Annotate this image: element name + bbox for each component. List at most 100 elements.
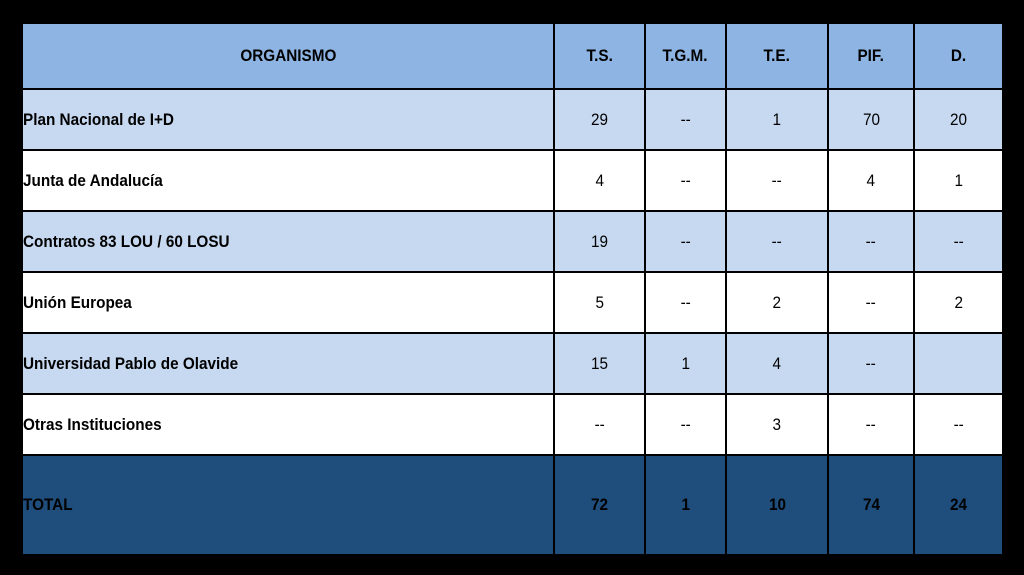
cell-value: -- xyxy=(644,210,727,273)
cell-value: -- xyxy=(644,149,727,212)
row-label: Plan Nacional de I+D xyxy=(21,88,555,151)
cell-value: 1 xyxy=(644,332,727,395)
row-label-text: Plan Nacional de I+D xyxy=(23,109,174,129)
cell-value: -- xyxy=(644,271,727,334)
cell-value: 19 xyxy=(553,210,646,273)
cell-text: -- xyxy=(680,414,691,434)
cell-text: 15 xyxy=(590,353,609,373)
table-row: Universidad Pablo de Olavide 15 1 4 -- xyxy=(21,332,1004,395)
table-row: Junta de Andalucía 4 -- -- 4 1 xyxy=(21,149,1004,212)
cell-text: -- xyxy=(865,414,877,434)
cell-text: 3 xyxy=(772,414,782,434)
total-value: 74 xyxy=(827,454,915,556)
cell-text: 74 xyxy=(862,495,880,514)
total-value: 72 xyxy=(553,454,646,556)
column-header-label: ORGANISMO xyxy=(239,46,337,65)
cell-text: -- xyxy=(953,231,964,251)
cell-text: -- xyxy=(680,170,691,190)
column-header-organismo: ORGANISMO xyxy=(21,22,555,90)
row-label-text: Contratos 83 LOU / 60 LOSU xyxy=(23,231,230,251)
total-label: TOTAL xyxy=(21,454,555,556)
cell-value: -- xyxy=(827,210,915,273)
cell-text: 70 xyxy=(862,109,880,129)
cell-text: -- xyxy=(865,353,877,373)
cell-text: 4 xyxy=(772,353,782,373)
cell-text: 20 xyxy=(949,109,968,129)
cell-value: -- xyxy=(827,271,915,334)
table-row: Plan Nacional de I+D 29 -- 1 70 20 xyxy=(21,88,1004,151)
column-header-label: D. xyxy=(950,46,967,65)
column-header-label: T.G.M. xyxy=(662,46,709,65)
cell-value: 15 xyxy=(553,332,646,395)
table-header: ORGANISMO T.S. T.G.M. T.E. PIF. D. xyxy=(21,22,1004,90)
cell-text: 5 xyxy=(595,292,604,312)
row-label-text: Universidad Pablo de Olavide xyxy=(23,353,239,373)
cell-text: 1 xyxy=(681,495,690,514)
cell-value: 29 xyxy=(553,88,646,151)
cell-value: -- xyxy=(644,393,727,456)
column-header-pif: PIF. xyxy=(827,22,915,90)
cell-text: 1 xyxy=(772,109,782,129)
total-value: 1 xyxy=(644,454,727,556)
column-header-label: T.E. xyxy=(763,46,791,65)
cell-value: 3 xyxy=(725,393,829,456)
cell-value: -- xyxy=(913,393,1004,456)
cell-text: 4 xyxy=(866,170,876,190)
row-label: Otras Instituciones xyxy=(21,393,555,456)
row-label: Junta de Andalucía xyxy=(21,149,555,212)
cell-text: 29 xyxy=(590,109,609,129)
cell-value: 4 xyxy=(553,149,646,212)
column-header-label: PIF. xyxy=(857,46,885,65)
cell-value: 4 xyxy=(725,332,829,395)
row-label-text: Junta de Andalucía xyxy=(23,170,163,190)
cell-text: -- xyxy=(771,170,783,190)
cell-text: 1 xyxy=(954,170,963,190)
cell-value: 1 xyxy=(913,149,1004,212)
cell-text: 24 xyxy=(949,495,968,514)
row-label: Contratos 83 LOU / 60 LOSU xyxy=(21,210,555,273)
column-header-tgm: T.G.M. xyxy=(644,22,727,90)
cell-value: 2 xyxy=(725,271,829,334)
cell-text: -- xyxy=(680,292,691,312)
total-row: TOTAL 72 1 10 74 24 xyxy=(21,454,1004,556)
column-header-label: T.S. xyxy=(586,46,613,65)
header-row: ORGANISMO T.S. T.G.M. T.E. PIF. D. xyxy=(21,22,1004,90)
column-header-te: T.E. xyxy=(725,22,829,90)
row-label: Universidad Pablo de Olavide xyxy=(21,332,555,395)
cell-text: 1 xyxy=(681,353,690,373)
cell-text: 19 xyxy=(590,231,609,251)
column-header-ts: T.S. xyxy=(553,22,646,90)
organismo-data-table: ORGANISMO T.S. T.G.M. T.E. PIF. D. Plan … xyxy=(21,22,1004,556)
table-row: Unión Europea 5 -- 2 -- 2 xyxy=(21,271,1004,334)
cell-text: 2 xyxy=(772,292,782,312)
row-label-text: Unión Europea xyxy=(23,292,132,312)
cell-text: -- xyxy=(680,231,691,251)
cell-value: -- xyxy=(913,210,1004,273)
cell-text: 72 xyxy=(590,495,609,514)
cell-text: 10 xyxy=(768,495,786,514)
column-header-d: D. xyxy=(913,22,1004,90)
cell-text: -- xyxy=(680,109,691,129)
total-label-text: TOTAL xyxy=(23,495,73,514)
cell-value: 5 xyxy=(553,271,646,334)
cell-value: -- xyxy=(644,88,727,151)
cell-value: 2 xyxy=(913,271,1004,334)
cell-value: 4 xyxy=(827,149,915,212)
cell-value xyxy=(913,332,1004,395)
row-label: Unión Europea xyxy=(21,271,555,334)
cell-text: -- xyxy=(953,414,964,434)
cell-text: -- xyxy=(771,231,783,251)
cell-text: 2 xyxy=(954,292,963,312)
row-label-text: Otras Instituciones xyxy=(23,414,162,434)
table-row: Contratos 83 LOU / 60 LOSU 19 -- -- -- -… xyxy=(21,210,1004,273)
total-value: 24 xyxy=(913,454,1004,556)
table-footer: TOTAL 72 1 10 74 24 xyxy=(21,454,1004,556)
cell-value: 20 xyxy=(913,88,1004,151)
table-row: Otras Instituciones -- -- 3 -- -- xyxy=(21,393,1004,456)
cell-value: -- xyxy=(553,393,646,456)
cell-value: 70 xyxy=(827,88,915,151)
cell-value: -- xyxy=(827,393,915,456)
cell-value: -- xyxy=(725,149,829,212)
cell-value: 1 xyxy=(725,88,829,151)
